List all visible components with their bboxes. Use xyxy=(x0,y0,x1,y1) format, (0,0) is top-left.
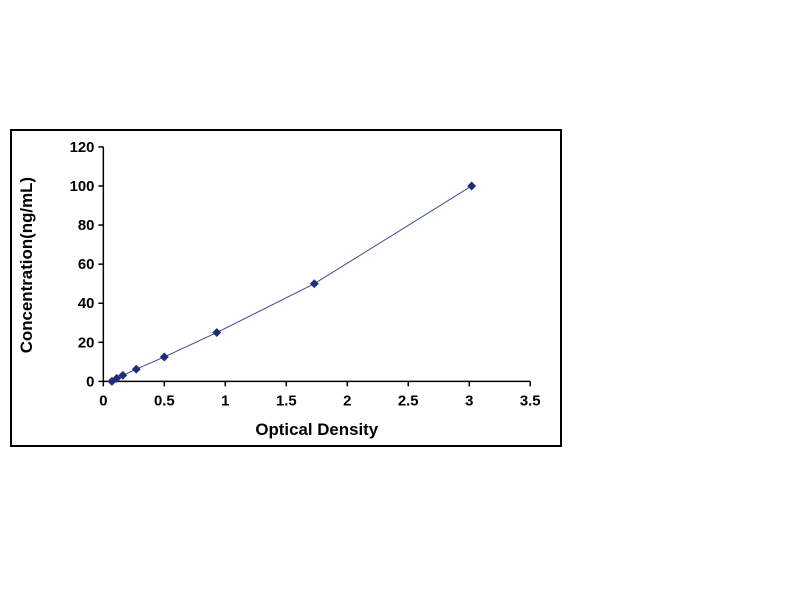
x-tick-label: 3 xyxy=(465,393,473,409)
x-tick-label: 2.5 xyxy=(398,393,419,409)
y-axis-label: Concentration(ng/mL) xyxy=(17,177,36,353)
x-tick-label: 2 xyxy=(343,393,351,409)
data-point-marker xyxy=(159,352,169,362)
x-tick-label: 0 xyxy=(99,393,107,409)
data-point-marker xyxy=(309,279,319,289)
data-point-marker xyxy=(112,373,122,383)
y-tick-label: 80 xyxy=(78,218,95,234)
data-point-marker xyxy=(212,328,222,338)
y-tick-label: 100 xyxy=(70,179,95,195)
y-tick-label: 0 xyxy=(86,374,94,390)
y-tick-label: 60 xyxy=(78,257,95,273)
x-tick-label: 1.5 xyxy=(276,393,297,409)
y-tick-label: 120 xyxy=(70,140,95,156)
data-point-marker xyxy=(118,370,128,380)
standard-curve-chart: Optical Density Concentration(ng/mL) 0 0.… xyxy=(10,129,562,447)
y-tick-label: 40 xyxy=(78,296,95,312)
data-point-marker xyxy=(467,181,477,191)
x-tick-label: 0.5 xyxy=(154,393,175,409)
x-tick-label: 1 xyxy=(221,393,229,409)
plot-svg: Optical Density Concentration(ng/mL) 0 0.… xyxy=(17,140,541,439)
data-point-marker xyxy=(131,364,141,374)
y-tick-label: 20 xyxy=(78,335,95,351)
series-line xyxy=(111,185,472,382)
x-axis-label: Optical Density xyxy=(255,420,378,439)
x-tick-label: 3.5 xyxy=(520,393,541,409)
